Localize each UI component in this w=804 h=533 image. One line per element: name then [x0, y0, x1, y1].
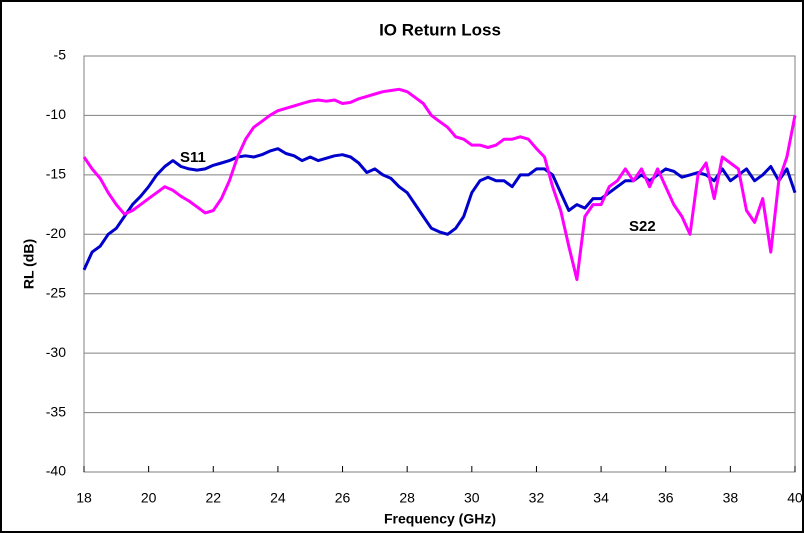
plot-area [83, 55, 796, 473]
x-tick-label: 20 [141, 490, 157, 506]
y-tick-label: -20 [46, 225, 66, 241]
x-tick-label: 32 [529, 490, 545, 506]
x-tick-label: 30 [464, 490, 480, 506]
series-line [82, 87, 797, 281]
y-tick-label: -40 [46, 463, 66, 479]
x-tick-label: 40 [787, 490, 803, 506]
annotation: S22 [629, 218, 656, 235]
chart-title: IO Return Loss [379, 20, 501, 39]
x-tick-label: 18 [76, 490, 92, 506]
y-tick-label: -35 [46, 403, 66, 419]
x-tick-label: 24 [270, 490, 286, 506]
y-tick-label: -25 [46, 284, 66, 300]
x-tick-label: 28 [399, 490, 415, 506]
series-line [82, 147, 797, 271]
y-tick-label: -30 [46, 344, 66, 360]
x-tick-label: 38 [723, 490, 739, 506]
x-tick-label: 22 [205, 490, 221, 506]
x-tick-label: 36 [658, 490, 674, 506]
annotation: S11 [180, 149, 206, 166]
x-tick-label: 34 [593, 490, 609, 506]
x-axis-label: Frequency (GHz) [384, 511, 496, 527]
y-tick-label: -5 [54, 47, 67, 63]
y-tick-label: -15 [46, 166, 66, 182]
y-tick-label: -10 [46, 106, 66, 122]
y-axis-label: RL (dB) [21, 239, 37, 289]
x-tick-label: 26 [335, 490, 351, 506]
